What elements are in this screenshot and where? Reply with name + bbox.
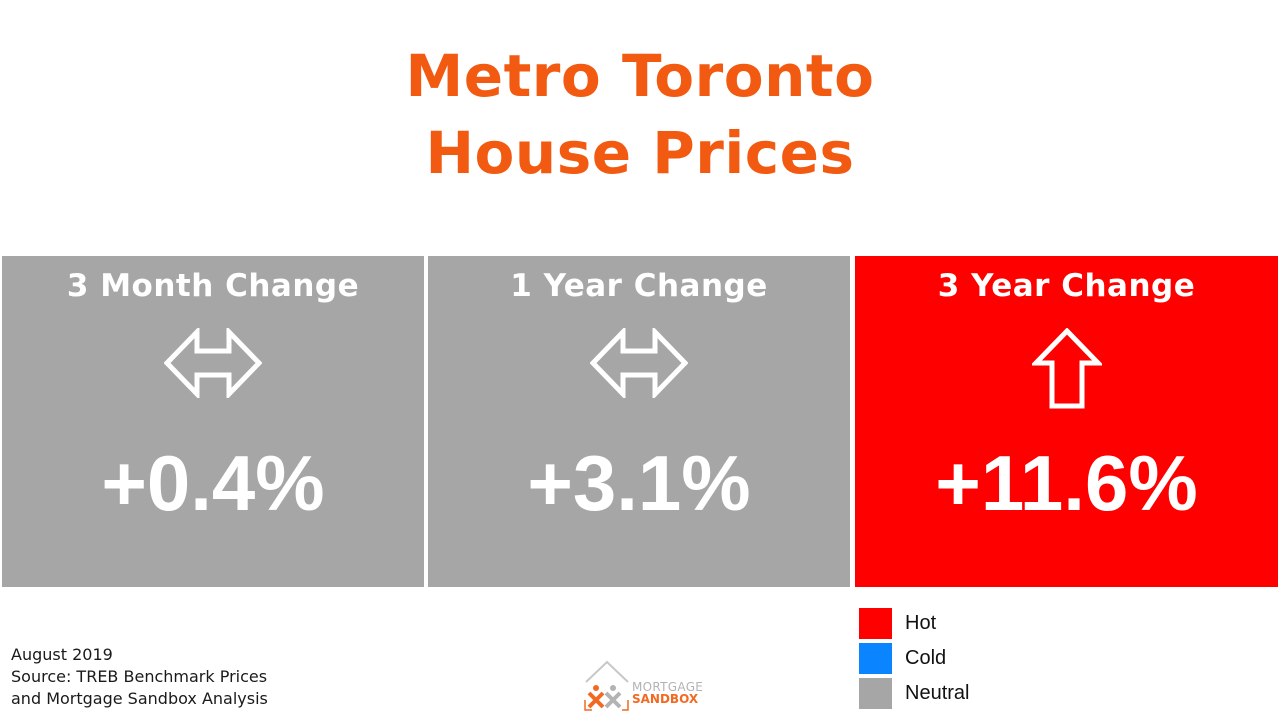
mortgage-sandbox-logo: MORTGAGE SANDBOX xyxy=(582,660,704,712)
footer-source: August 2019 Source: TREB Benchmark Price… xyxy=(11,644,268,710)
panel-label: 1 Year Change xyxy=(510,268,768,304)
page-title-line1: Metro Toronto xyxy=(405,42,875,110)
legend-item-cold: Cold xyxy=(859,641,969,676)
left-right-arrow-icon xyxy=(589,325,689,402)
page-title-line2: House Prices xyxy=(425,119,855,187)
panel-label: 3 Month Change xyxy=(66,268,360,304)
legend-swatch-cold xyxy=(859,643,892,674)
panel-value: +0.4% xyxy=(101,439,325,527)
left-right-arrow-icon xyxy=(163,325,263,402)
footer-source-line2: and Mortgage Sandbox Analysis xyxy=(11,689,268,708)
legend-item-hot: Hot xyxy=(859,606,969,641)
panel-label: 3 Year Change xyxy=(937,268,1196,304)
legend-swatch-neutral xyxy=(859,678,892,709)
legend-item-neutral: Neutral xyxy=(859,676,969,711)
legend-swatch-hot xyxy=(859,608,892,639)
panel-value: +11.6% xyxy=(935,439,1198,527)
panel-3-month-change: 3 Month Change +0.4% xyxy=(2,256,424,587)
up-arrow-icon xyxy=(1029,327,1104,414)
panel-value: +3.1% xyxy=(527,439,751,527)
house-logo-icon xyxy=(584,660,629,711)
legend-label: Cold xyxy=(905,647,947,669)
legend: Hot Cold Neutral xyxy=(859,606,969,711)
legend-label: Neutral xyxy=(905,682,970,704)
logo-text-sandbox: SANDBOX xyxy=(632,692,699,706)
panel-3-year-change: 3 Year Change +11.6% xyxy=(855,256,1278,587)
footer-source-line1: Source: TREB Benchmark Prices xyxy=(11,667,268,686)
legend-label: Hot xyxy=(905,612,937,634)
footer-date: August 2019 xyxy=(11,645,113,664)
panel-1-year-change: 1 Year Change +3.1% xyxy=(428,256,850,587)
logo-text-mortgage: MORTGAGE xyxy=(632,680,704,694)
